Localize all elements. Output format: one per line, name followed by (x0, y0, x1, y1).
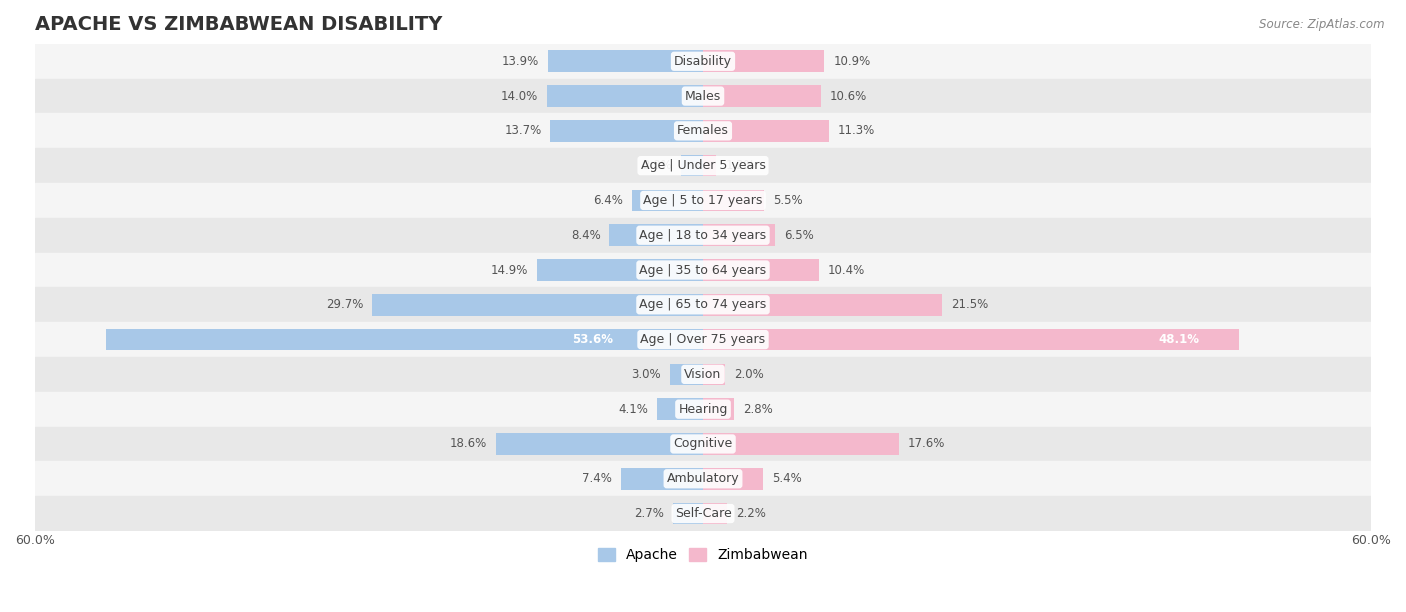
Text: Source: ZipAtlas.com: Source: ZipAtlas.com (1260, 18, 1385, 31)
Text: Age | 5 to 17 years: Age | 5 to 17 years (644, 194, 762, 207)
Text: 11.3%: 11.3% (838, 124, 875, 137)
Bar (703, 433, 898, 455)
Text: 6.4%: 6.4% (593, 194, 623, 207)
Text: 5.5%: 5.5% (773, 194, 803, 207)
Text: Age | Under 5 years: Age | Under 5 years (641, 159, 765, 172)
Bar (703, 225, 775, 246)
Text: Disability: Disability (673, 55, 733, 68)
Bar (35, 218, 1371, 253)
Text: 10.4%: 10.4% (828, 264, 865, 277)
Text: 2.2%: 2.2% (737, 507, 766, 520)
Text: 53.6%: 53.6% (572, 333, 613, 346)
Bar (703, 502, 727, 524)
Bar (631, 190, 703, 211)
Text: 8.4%: 8.4% (571, 229, 600, 242)
Bar (703, 190, 765, 211)
Text: 13.9%: 13.9% (502, 55, 540, 68)
Text: Age | Over 75 years: Age | Over 75 years (641, 333, 765, 346)
Bar (35, 113, 1371, 148)
Text: 17.6%: 17.6% (908, 438, 945, 450)
Text: 3.0%: 3.0% (631, 368, 661, 381)
Bar (703, 329, 1239, 351)
Bar (35, 322, 1371, 357)
Bar (35, 496, 1371, 531)
Text: 48.1%: 48.1% (1159, 333, 1199, 346)
Bar (35, 253, 1371, 288)
Text: Self-Care: Self-Care (675, 507, 731, 520)
Bar (669, 364, 703, 385)
Bar (35, 392, 1371, 427)
Legend: Apache, Zimbabwean: Apache, Zimbabwean (593, 543, 813, 568)
Bar (35, 357, 1371, 392)
Bar (703, 259, 818, 281)
Bar (703, 120, 828, 141)
Bar (35, 148, 1371, 183)
Bar (703, 364, 725, 385)
Text: Ambulatory: Ambulatory (666, 472, 740, 485)
Bar (703, 468, 763, 490)
Bar (35, 288, 1371, 322)
Bar (703, 398, 734, 420)
Text: 10.9%: 10.9% (834, 55, 870, 68)
Bar (609, 225, 703, 246)
Bar (35, 427, 1371, 461)
Bar (35, 461, 1371, 496)
Bar (373, 294, 703, 316)
Text: 21.5%: 21.5% (952, 298, 988, 312)
Text: 2.8%: 2.8% (744, 403, 773, 416)
Text: 14.0%: 14.0% (501, 89, 538, 103)
Text: 7.4%: 7.4% (582, 472, 612, 485)
Text: APACHE VS ZIMBABWEAN DISABILITY: APACHE VS ZIMBABWEAN DISABILITY (35, 15, 443, 34)
Bar (703, 51, 824, 72)
Text: Hearing: Hearing (678, 403, 728, 416)
Text: Age | 65 to 74 years: Age | 65 to 74 years (640, 298, 766, 312)
Text: 29.7%: 29.7% (326, 298, 363, 312)
Bar (620, 468, 703, 490)
Bar (496, 433, 703, 455)
Text: Age | 35 to 64 years: Age | 35 to 64 years (640, 264, 766, 277)
Bar (703, 294, 942, 316)
Text: Males: Males (685, 89, 721, 103)
Bar (658, 398, 703, 420)
Text: Age | 18 to 34 years: Age | 18 to 34 years (640, 229, 766, 242)
Bar (35, 183, 1371, 218)
Text: 6.5%: 6.5% (785, 229, 814, 242)
Bar (35, 44, 1371, 79)
Text: 13.7%: 13.7% (505, 124, 541, 137)
Text: 14.9%: 14.9% (491, 264, 529, 277)
Bar (548, 51, 703, 72)
Bar (703, 85, 821, 107)
Text: 2.0%: 2.0% (734, 368, 763, 381)
Text: Females: Females (678, 124, 728, 137)
Text: 4.1%: 4.1% (619, 403, 648, 416)
Text: 5.4%: 5.4% (772, 472, 801, 485)
Text: 1.2%: 1.2% (725, 159, 755, 172)
Text: 10.6%: 10.6% (830, 89, 868, 103)
Bar (673, 502, 703, 524)
Bar (551, 120, 703, 141)
Bar (107, 329, 703, 351)
Text: 18.6%: 18.6% (450, 438, 486, 450)
Bar (681, 155, 703, 176)
Text: 2.0%: 2.0% (643, 159, 672, 172)
Text: Cognitive: Cognitive (673, 438, 733, 450)
Text: Vision: Vision (685, 368, 721, 381)
Bar (703, 155, 717, 176)
Bar (547, 85, 703, 107)
Bar (35, 79, 1371, 113)
Bar (537, 259, 703, 281)
Text: 2.7%: 2.7% (634, 507, 664, 520)
